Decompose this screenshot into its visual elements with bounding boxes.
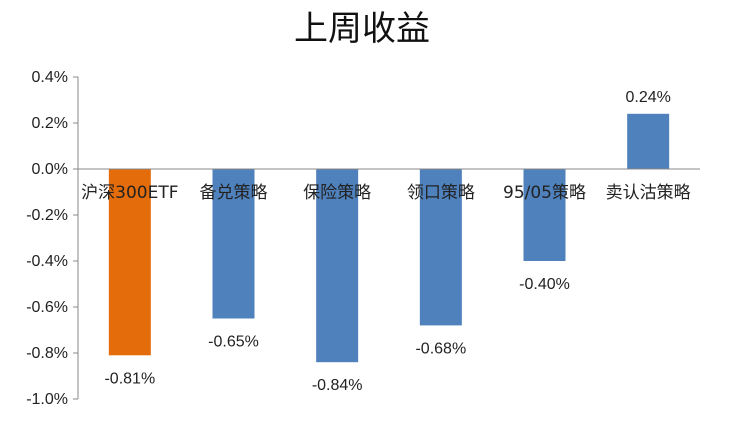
y-tick-label: 0.2% <box>32 115 68 132</box>
data-labels: -0.81% -0.65% -0.84% -0.68% -0.40% 0.24% <box>104 89 670 394</box>
y-tick-label: -0.2% <box>26 207 68 224</box>
category-label: 沪深300ETF <box>81 183 178 203</box>
data-label: -0.65% <box>208 334 259 351</box>
bar <box>627 113 670 169</box>
data-label: -0.40% <box>519 276 570 293</box>
data-label: -0.84% <box>312 377 363 394</box>
category-label: 领口策略 <box>407 183 475 203</box>
y-tick-label: -0.8% <box>26 345 68 362</box>
y-tick-label: -0.4% <box>26 253 68 270</box>
category-label: 卖认沽策略 <box>606 183 691 203</box>
bar <box>212 169 255 319</box>
data-label: -0.68% <box>415 340 466 357</box>
chart-title: 上周收益 <box>294 9 430 49</box>
y-tick-label: 0.0% <box>32 161 68 178</box>
bar <box>523 169 566 261</box>
y-tick-label: -0.6% <box>26 299 68 316</box>
y-axis: 0.4% 0.2% 0.0% -0.2% -0.4% -0.6% -0.8% -1.0% <box>26 69 79 408</box>
category-labels: 沪深300ETF 备兑策略 保险策略 领口策略 95/05策略 卖认沽策略 <box>81 183 691 203</box>
category-label: 保险策略 <box>303 183 371 203</box>
data-label: -0.81% <box>104 370 155 387</box>
bar <box>108 169 151 356</box>
data-label: 0.24% <box>625 89 670 106</box>
category-label: 95/05策略 <box>503 183 586 203</box>
y-tick-label: 0.4% <box>32 69 68 86</box>
bar <box>419 169 462 326</box>
category-label: 备兑策略 <box>200 183 268 203</box>
bar <box>316 169 359 363</box>
bars <box>108 113 670 363</box>
y-tick-label: -1.0% <box>26 391 68 408</box>
